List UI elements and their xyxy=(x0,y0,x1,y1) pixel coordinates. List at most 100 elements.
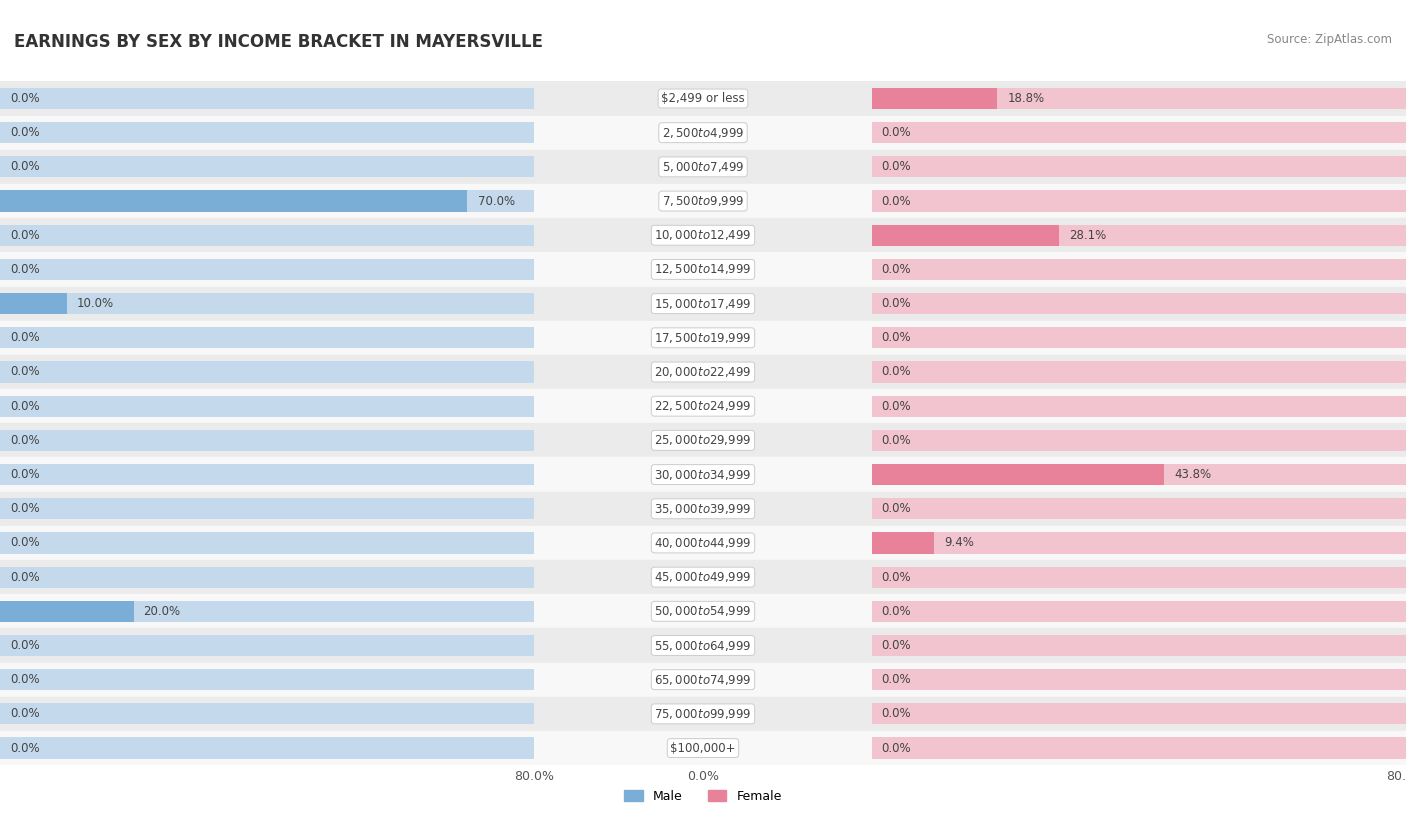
Bar xyxy=(0,498,534,519)
Text: 0.0%: 0.0% xyxy=(10,536,39,549)
Text: 18.8%: 18.8% xyxy=(1007,92,1045,105)
Bar xyxy=(534,560,872,594)
Bar xyxy=(872,567,1406,588)
Text: 0.0%: 0.0% xyxy=(882,365,911,379)
Bar xyxy=(0,635,534,656)
Bar xyxy=(872,81,1406,116)
Bar xyxy=(872,464,1164,485)
Bar xyxy=(534,389,872,423)
Text: 0.0%: 0.0% xyxy=(10,160,39,173)
Bar xyxy=(0,731,534,765)
Text: 0.0%: 0.0% xyxy=(10,707,39,720)
Text: $10,000 to $12,499: $10,000 to $12,499 xyxy=(654,228,752,243)
Bar xyxy=(0,321,534,355)
Legend: Male, Female: Male, Female xyxy=(619,785,787,807)
Bar xyxy=(872,218,1406,252)
Text: $40,000 to $44,999: $40,000 to $44,999 xyxy=(654,536,752,550)
Bar xyxy=(0,567,534,588)
Text: 0.0%: 0.0% xyxy=(10,502,39,515)
Bar xyxy=(534,81,872,116)
Text: $55,000 to $64,999: $55,000 to $64,999 xyxy=(654,638,752,653)
Bar xyxy=(0,293,67,314)
Bar xyxy=(872,457,1406,492)
Bar xyxy=(872,88,997,109)
Bar xyxy=(0,492,534,526)
Bar xyxy=(872,252,1406,287)
Bar xyxy=(872,293,1406,314)
Text: 0.0%: 0.0% xyxy=(10,571,39,584)
Bar xyxy=(0,293,534,314)
Bar xyxy=(534,252,872,287)
Text: 0.0%: 0.0% xyxy=(10,639,39,652)
Bar xyxy=(872,355,1406,389)
Bar xyxy=(872,225,1406,246)
Bar xyxy=(872,225,1059,246)
Text: 0.0%: 0.0% xyxy=(882,571,911,584)
Bar xyxy=(872,498,1406,519)
Bar xyxy=(872,287,1406,321)
Bar xyxy=(872,635,1406,656)
Text: 0.0%: 0.0% xyxy=(882,160,911,173)
Text: 0.0%: 0.0% xyxy=(10,263,39,276)
Bar xyxy=(872,396,1406,417)
Bar xyxy=(534,355,872,389)
Text: $2,500 to $4,999: $2,500 to $4,999 xyxy=(662,125,744,140)
Text: $50,000 to $54,999: $50,000 to $54,999 xyxy=(654,604,752,619)
Bar xyxy=(872,526,1406,560)
Bar xyxy=(872,116,1406,150)
Text: 20.0%: 20.0% xyxy=(143,605,181,618)
Text: $5,000 to $7,499: $5,000 to $7,499 xyxy=(662,160,744,174)
Bar xyxy=(0,663,534,697)
Text: 0.0%: 0.0% xyxy=(10,742,39,755)
Bar xyxy=(872,259,1406,280)
Text: 0.0%: 0.0% xyxy=(882,297,911,310)
Bar xyxy=(872,601,1406,622)
Text: 0.0%: 0.0% xyxy=(882,331,911,344)
Bar xyxy=(0,150,534,184)
Bar xyxy=(534,492,872,526)
Text: 0.0%: 0.0% xyxy=(882,707,911,720)
Bar xyxy=(872,663,1406,697)
Bar xyxy=(872,492,1406,526)
Bar xyxy=(872,737,1406,759)
Bar xyxy=(872,697,1406,731)
Bar xyxy=(0,457,534,492)
Text: Source: ZipAtlas.com: Source: ZipAtlas.com xyxy=(1267,33,1392,46)
Bar xyxy=(872,122,1406,143)
Text: EARNINGS BY SEX BY INCOME BRACKET IN MAYERSVILLE: EARNINGS BY SEX BY INCOME BRACKET IN MAY… xyxy=(14,33,543,50)
Text: 70.0%: 70.0% xyxy=(478,195,515,208)
Text: 0.0%: 0.0% xyxy=(10,331,39,344)
Bar xyxy=(534,150,872,184)
Text: 0.0%: 0.0% xyxy=(10,92,39,105)
Bar xyxy=(0,430,534,451)
Text: $12,500 to $14,999: $12,500 to $14,999 xyxy=(654,262,752,277)
Text: 0.0%: 0.0% xyxy=(10,673,39,686)
Bar xyxy=(872,184,1406,218)
Bar xyxy=(0,259,534,280)
Bar xyxy=(0,594,534,628)
Text: 0.0%: 0.0% xyxy=(10,365,39,379)
Text: 0.0%: 0.0% xyxy=(882,195,911,208)
Text: 28.1%: 28.1% xyxy=(1070,229,1107,242)
Bar xyxy=(0,88,534,109)
Bar xyxy=(534,457,872,492)
Bar xyxy=(872,669,1406,690)
Bar xyxy=(872,560,1406,594)
Bar xyxy=(0,287,534,321)
Text: 0.0%: 0.0% xyxy=(882,502,911,515)
Text: 10.0%: 10.0% xyxy=(77,297,114,310)
Text: 0.0%: 0.0% xyxy=(882,126,911,139)
Bar xyxy=(0,396,534,417)
Bar xyxy=(872,327,1406,348)
Text: 0.0%: 0.0% xyxy=(10,434,39,447)
Text: 0.0%: 0.0% xyxy=(882,639,911,652)
Bar xyxy=(534,697,872,731)
Bar xyxy=(872,703,1406,724)
Bar xyxy=(0,122,534,143)
Bar xyxy=(0,81,534,116)
Bar xyxy=(872,430,1406,451)
Bar xyxy=(534,321,872,355)
Text: $35,000 to $39,999: $35,000 to $39,999 xyxy=(654,501,752,516)
Bar xyxy=(0,628,534,663)
Bar xyxy=(0,190,467,212)
